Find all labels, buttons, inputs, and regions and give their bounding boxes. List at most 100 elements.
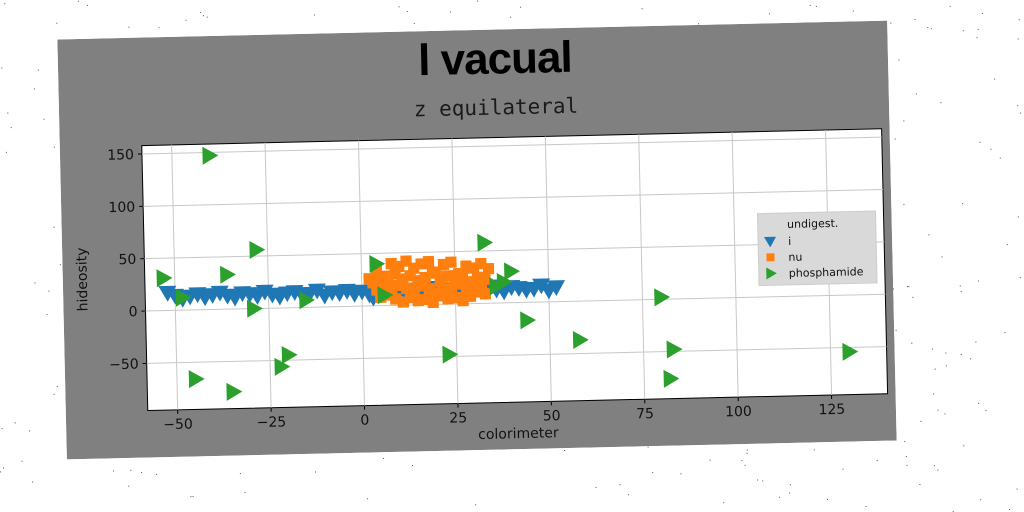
speckle-dot <box>813 449 815 451</box>
data-point <box>666 340 683 359</box>
speckle-dot <box>907 286 908 288</box>
speckle-dot <box>77 0 79 2</box>
speckle-dot <box>930 28 932 30</box>
speckle-dot <box>0 471 2 473</box>
speckle-dot <box>934 368 936 370</box>
speckle-dot <box>37 69 39 71</box>
speckle-dot <box>940 102 942 104</box>
speckle-dot <box>510 16 512 18</box>
speckle-dot <box>53 393 55 395</box>
speckle-dot <box>244 491 246 493</box>
series-layer <box>156 146 859 401</box>
y-tick-label: −50 <box>109 357 139 374</box>
speckle-dot <box>944 413 946 415</box>
y-axis-label: hideosity <box>74 247 91 311</box>
speckle-dot <box>744 464 746 466</box>
data-point <box>412 294 424 307</box>
speckle-dot <box>564 450 566 451</box>
speckle-dot <box>1017 105 1019 107</box>
legend-title: undigest. <box>787 217 839 231</box>
speckle-dot <box>1020 112 1022 114</box>
speckle-dot <box>406 11 408 12</box>
speckle-dot <box>628 494 630 496</box>
speckle-dot <box>647 446 649 448</box>
speckle-dot <box>975 341 977 343</box>
speckle-dot <box>920 420 922 422</box>
x-tick-label: 125 <box>818 402 845 419</box>
speckle-dot <box>367 498 369 500</box>
data-point <box>496 273 513 292</box>
speckle-dot <box>945 352 947 354</box>
data-point <box>442 293 454 305</box>
speckle-dot <box>959 285 961 287</box>
data-point <box>482 262 495 275</box>
speckle-dot <box>130 469 132 471</box>
data-point <box>369 255 386 274</box>
x-grid-line <box>357 140 365 406</box>
legend-label: phosphamide <box>789 265 864 280</box>
speckle-dot <box>619 484 621 486</box>
y-tick-label: 50 <box>118 252 136 268</box>
data-point <box>220 265 236 284</box>
axis-ticks: −50 −25 0 25 50 75 100 125 −50 0 50 100 150 <box>107 147 845 433</box>
speckle-dot <box>29 430 30 432</box>
speckle-dot <box>641 8 643 10</box>
data-point <box>472 286 484 298</box>
speckle-dot <box>4 3 6 5</box>
speckle-dot <box>927 27 929 28</box>
x-grid-line <box>638 134 646 400</box>
speckle-dot <box>412 465 413 466</box>
x-tick-label: 75 <box>636 406 654 422</box>
speckle-dot <box>1009 509 1011 510</box>
data-point <box>249 240 266 259</box>
speckle-dot <box>893 288 894 290</box>
speckle-dot <box>768 13 770 15</box>
speckle-dot <box>128 485 130 487</box>
speckle-dot <box>903 120 905 122</box>
speckle-dot <box>398 6 400 8</box>
legend-marker <box>766 267 777 280</box>
x-tick-label: −25 <box>256 414 286 431</box>
x-tick-label: 0 <box>360 412 369 428</box>
speckle-dot <box>48 290 50 292</box>
speckle-dot <box>1019 277 1021 279</box>
data-point <box>422 255 435 268</box>
speckle-dot <box>86 4 88 6</box>
chart: l vacual z equilateral −50 −25 0 25 50 75 100 1… <box>57 20 897 460</box>
legend-entry: phosphamide <box>766 265 864 280</box>
speckle-dot <box>21 460 23 462</box>
speckle-dot <box>413 22 415 24</box>
y-tick-label: 150 <box>107 147 134 164</box>
speckle-dot <box>876 460 878 462</box>
speckle-dot <box>141 472 143 473</box>
speckle-dot <box>53 146 55 148</box>
speckle-dot <box>937 469 939 471</box>
speckle-dot <box>903 203 905 205</box>
speckle-dot <box>746 452 748 454</box>
data-point <box>842 342 859 361</box>
x-grid-line <box>171 144 179 410</box>
data-point <box>307 283 326 300</box>
speckle-dot <box>698 23 700 25</box>
speckle-dot <box>789 484 791 486</box>
speckle-dot <box>34 282 36 284</box>
y-grid-line <box>141 136 882 155</box>
speckle-dot <box>1016 488 1018 490</box>
speckle-dot <box>949 5 951 7</box>
data-point <box>156 269 173 288</box>
data-point <box>547 280 566 297</box>
speckle-dot <box>46 314 48 315</box>
speckle-dot <box>709 459 711 461</box>
speckle-dot <box>56 386 58 388</box>
x-axis-label: colorimeter <box>478 425 559 443</box>
speckle-dot <box>475 504 477 506</box>
legend-box <box>756 210 878 287</box>
y-grid-line <box>145 293 886 312</box>
data-point <box>175 288 192 307</box>
speckle-dot <box>14 422 16 424</box>
speckle-dot <box>1018 19 1020 21</box>
speckle-dot <box>723 502 725 504</box>
legend-entry: nu <box>766 251 803 264</box>
